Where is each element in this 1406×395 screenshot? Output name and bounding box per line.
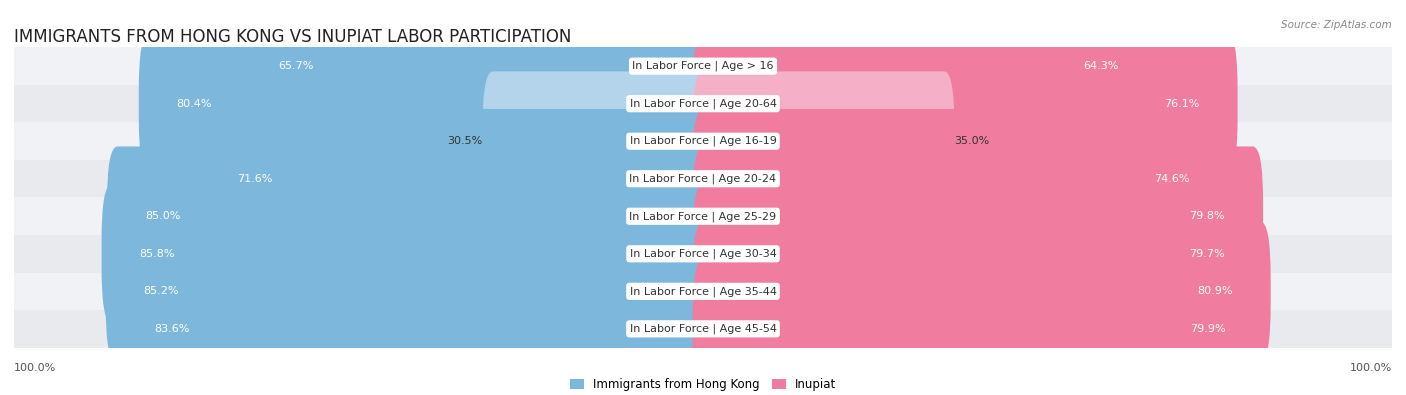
Bar xyxy=(14,235,1392,273)
Text: In Labor Force | Age 20-64: In Labor Force | Age 20-64 xyxy=(630,98,776,109)
Bar xyxy=(14,47,1392,85)
Text: 71.6%: 71.6% xyxy=(238,174,273,184)
Text: 100.0%: 100.0% xyxy=(1350,363,1392,373)
FancyBboxPatch shape xyxy=(693,222,1271,361)
Text: 79.8%: 79.8% xyxy=(1189,211,1225,221)
FancyBboxPatch shape xyxy=(101,184,713,324)
FancyBboxPatch shape xyxy=(200,109,713,248)
Legend: Immigrants from Hong Kong, Inupiat: Immigrants from Hong Kong, Inupiat xyxy=(565,373,841,395)
FancyBboxPatch shape xyxy=(693,34,1237,173)
Text: In Labor Force | Age 25-29: In Labor Force | Age 25-29 xyxy=(630,211,776,222)
FancyBboxPatch shape xyxy=(117,259,713,395)
Text: IMMIGRANTS FROM HONG KONG VS INUPIAT LABOR PARTICIPATION: IMMIGRANTS FROM HONG KONG VS INUPIAT LAB… xyxy=(14,28,571,46)
FancyBboxPatch shape xyxy=(693,71,955,211)
Text: 85.8%: 85.8% xyxy=(139,249,174,259)
Bar xyxy=(14,85,1392,122)
FancyBboxPatch shape xyxy=(693,259,1264,395)
Text: 30.5%: 30.5% xyxy=(447,136,482,146)
Text: In Labor Force | Age 20-24: In Labor Force | Age 20-24 xyxy=(630,173,776,184)
FancyBboxPatch shape xyxy=(105,222,713,361)
FancyBboxPatch shape xyxy=(693,0,1156,136)
Text: 100.0%: 100.0% xyxy=(14,363,56,373)
FancyBboxPatch shape xyxy=(693,147,1263,286)
Text: 79.9%: 79.9% xyxy=(1191,324,1226,334)
Bar xyxy=(14,160,1392,198)
FancyBboxPatch shape xyxy=(240,0,713,136)
FancyBboxPatch shape xyxy=(693,109,1227,248)
Text: 76.1%: 76.1% xyxy=(1164,99,1199,109)
FancyBboxPatch shape xyxy=(482,71,713,211)
Bar xyxy=(14,122,1392,160)
FancyBboxPatch shape xyxy=(139,34,713,173)
Text: 80.4%: 80.4% xyxy=(177,99,212,109)
Text: 85.0%: 85.0% xyxy=(145,211,180,221)
FancyBboxPatch shape xyxy=(693,184,1263,324)
Text: In Labor Force | Age 45-54: In Labor Force | Age 45-54 xyxy=(630,324,776,334)
Text: 35.0%: 35.0% xyxy=(955,136,990,146)
Text: In Labor Force | Age 35-44: In Labor Force | Age 35-44 xyxy=(630,286,776,297)
Bar xyxy=(14,310,1392,348)
Text: 83.6%: 83.6% xyxy=(155,324,190,334)
Text: Source: ZipAtlas.com: Source: ZipAtlas.com xyxy=(1281,20,1392,30)
Text: 74.6%: 74.6% xyxy=(1154,174,1189,184)
Text: In Labor Force | Age 16-19: In Labor Force | Age 16-19 xyxy=(630,136,776,147)
Bar xyxy=(14,273,1392,310)
Bar xyxy=(14,198,1392,235)
FancyBboxPatch shape xyxy=(107,147,713,286)
Text: 79.7%: 79.7% xyxy=(1189,249,1225,259)
Text: 65.7%: 65.7% xyxy=(278,61,314,71)
Text: 85.2%: 85.2% xyxy=(143,286,179,296)
Text: 80.9%: 80.9% xyxy=(1198,286,1233,296)
Text: 64.3%: 64.3% xyxy=(1083,61,1118,71)
Text: In Labor Force | Age 30-34: In Labor Force | Age 30-34 xyxy=(630,248,776,259)
Text: In Labor Force | Age > 16: In Labor Force | Age > 16 xyxy=(633,61,773,71)
